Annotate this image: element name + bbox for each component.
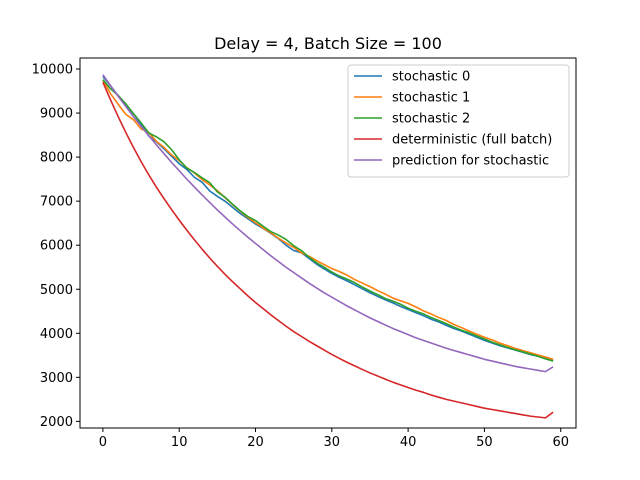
y-tick-label: 10000 (32, 63, 73, 78)
legend-label-0: stochastic 0 (392, 70, 470, 85)
series-layer (102, 74, 554, 419)
axes-frame (79, 57, 577, 429)
series-line-2 (102, 79, 554, 362)
series-line-3 (102, 81, 554, 419)
chart-title: Delay = 4, Batch Size = 100 (214, 34, 442, 53)
x-tick-label: 0 (99, 435, 107, 450)
x-tick-label: 20 (247, 435, 264, 450)
y-tick-label: 7000 (40, 195, 73, 210)
x-tick-label: 40 (400, 435, 417, 450)
y-tick-label: 8000 (40, 151, 73, 166)
y-tick-label: 5000 (40, 283, 73, 298)
plot-area (79, 57, 577, 429)
y-tick-label: 9000 (40, 107, 73, 122)
x-tick-label: 10 (171, 435, 188, 450)
series-line-4 (102, 74, 554, 373)
x-tick-label: 30 (324, 435, 341, 450)
series-line-0 (102, 75, 554, 362)
legend-label-4: prediction for stochastic (392, 154, 549, 169)
x-axis: 0 10 20 30 40 50 60 (99, 428, 569, 450)
y-tick-label: 6000 (40, 239, 73, 254)
legend-label-3: deterministic (full batch) (392, 133, 552, 148)
legend-label-2: stochastic 2 (392, 112, 470, 127)
y-tick-label: 4000 (40, 327, 73, 342)
legend: stochastic 0 stochastic 1 stochastic 2 dete… (347, 64, 570, 178)
y-axis: 2000 3000 4000 5000 6000 7000 8000 9000 10000 (32, 63, 80, 430)
legend-label-1: stochastic 1 (392, 91, 470, 106)
x-tick-label: 50 (476, 435, 493, 450)
legend-box (347, 64, 570, 178)
y-tick-label: 2000 (40, 415, 73, 430)
x-tick-label: 60 (552, 435, 569, 450)
series-line-1 (102, 79, 554, 361)
y-tick-label: 3000 (40, 371, 73, 386)
